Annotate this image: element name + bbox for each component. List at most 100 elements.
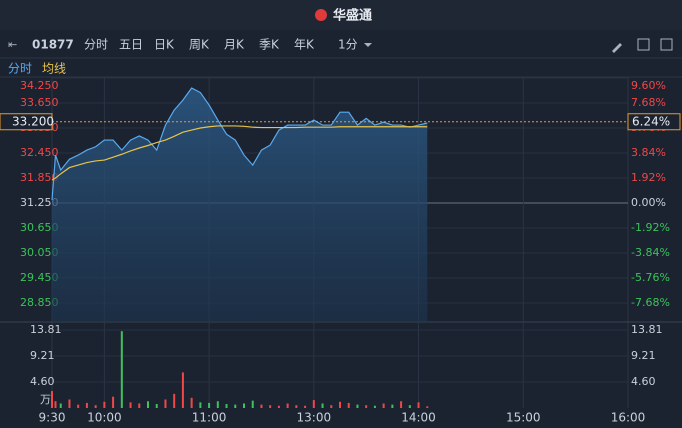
- tab[interactable]: 日K: [154, 38, 175, 52]
- volume-bar: [339, 401, 341, 408]
- volume-bar: [225, 404, 228, 408]
- y-tick-label: 30.650: [20, 221, 59, 234]
- brand: 华盛通: [333, 8, 372, 24]
- y-tick-label: 33.650: [20, 96, 59, 109]
- header-bar: [0, 0, 682, 30]
- dropdown-icon[interactable]: [364, 43, 372, 47]
- logo: [315, 9, 327, 21]
- volume-bar: [391, 404, 394, 408]
- y2-tick-label: -5.76%: [631, 271, 670, 284]
- x-tick-label: 16:00: [611, 411, 646, 425]
- tab[interactable]: 分时: [84, 38, 108, 52]
- volume-bar: [129, 402, 132, 408]
- avg-line: [51, 125, 428, 181]
- volume-bar: [216, 401, 219, 408]
- volume-bar: [181, 372, 184, 408]
- toolbar: [0, 30, 682, 58]
- volume-bar: [312, 400, 315, 408]
- volume-bar: [417, 402, 420, 408]
- volume-bar: [400, 401, 403, 408]
- x-tick-label: 9:30: [39, 411, 66, 425]
- y-tick-label: 31.850: [20, 171, 59, 184]
- tab[interactable]: 年K: [294, 38, 315, 52]
- volume-bar: [138, 403, 141, 408]
- volume-bar: [190, 397, 193, 408]
- y2-tick-label: 7.68%: [631, 96, 666, 109]
- y-tick-label: 32.450: [20, 146, 59, 159]
- legend-entry: 均线: [42, 62, 66, 76]
- volume-bar: [199, 402, 202, 408]
- volume-bar: [382, 403, 385, 408]
- back-icon[interactable]: ⇤: [8, 38, 17, 51]
- tab[interactable]: 五日: [119, 38, 143, 52]
- expand-icon[interactable]: [637, 38, 650, 51]
- volume-bar: [251, 400, 254, 408]
- y2-tick-label: -7.68%: [631, 296, 670, 309]
- volume-bar: [103, 401, 106, 408]
- volume-bar: [295, 405, 298, 408]
- volume-bar: [321, 403, 324, 408]
- volume-bar: [243, 403, 245, 408]
- y-tick-label: 34.250: [20, 79, 59, 92]
- fullscreen-icon[interactable]: [660, 38, 673, 51]
- volume-bar: [173, 393, 176, 408]
- volume-bar: [347, 402, 350, 408]
- y-tick-label: 29.450: [20, 271, 59, 284]
- volume-bar: [373, 405, 376, 408]
- vol-tick-label: 9.21: [30, 349, 55, 362]
- volume-bar: [85, 402, 88, 408]
- current-price-label: 33.200: [12, 114, 54, 128]
- vol-tick-label: 13.81: [30, 323, 62, 336]
- x-tick-label: 14:00: [401, 411, 436, 425]
- y-tick-label: 31.250: [20, 196, 59, 209]
- volume-bar: [408, 405, 411, 408]
- x-tick-label: 15:00: [506, 411, 541, 425]
- volume-bar: [269, 405, 272, 408]
- price-area: [52, 88, 428, 322]
- volume-bar: [155, 404, 158, 408]
- volume-bar: [286, 403, 289, 408]
- volume-bar: [330, 405, 333, 408]
- volume-bar: [426, 406, 429, 408]
- y2-tick-label: -1.92%: [631, 221, 670, 234]
- volume-bar: [68, 399, 71, 408]
- volume-bar: [277, 405, 280, 408]
- y-tick-label: 28.850: [20, 296, 59, 309]
- y2-tick-label: 0.00%: [631, 196, 666, 209]
- price-line: [51, 87, 428, 201]
- volume-bar: [77, 404, 80, 408]
- y-tick-label: 30.050: [20, 246, 59, 259]
- legend-entry: 分时: [8, 62, 32, 76]
- tab[interactable]: 月K: [224, 38, 245, 52]
- volume-bar: [356, 404, 359, 408]
- current-change-box: [627, 113, 681, 131]
- x-tick-label: 11:00: [192, 411, 227, 425]
- current-change-label: 6.24%: [632, 114, 670, 128]
- volume-bar: [365, 405, 368, 408]
- stock-code: 01877: [32, 38, 74, 52]
- y2-tick-label: 9.60%: [631, 79, 666, 92]
- volume-bar: [208, 402, 211, 408]
- volume-bar: [260, 404, 263, 408]
- vol-tick-label: 4.60: [30, 375, 55, 388]
- volume-bar: [304, 405, 307, 408]
- volume-bar: [164, 399, 167, 408]
- volume-bar: [112, 396, 115, 408]
- edit-icon[interactable]: [612, 43, 622, 53]
- x-tick-label: 10:00: [87, 411, 122, 425]
- y2-tick-label: 3.84%: [631, 146, 666, 159]
- current-price-box: [0, 113, 53, 131]
- vol-unit: 万: [40, 393, 51, 406]
- vol-tick-label-right: 9.21: [631, 349, 656, 362]
- volume-bar: [51, 391, 53, 408]
- vol-tick-label-right: 13.81: [631, 323, 663, 336]
- volume-bar: [234, 404, 237, 408]
- interval[interactable]: 1分: [338, 38, 358, 52]
- tab[interactable]: 周K: [189, 38, 210, 52]
- volume-bar: [54, 401, 57, 408]
- volume-bar: [147, 401, 149, 408]
- tab[interactable]: 季K: [259, 38, 280, 52]
- y2-tick-label: -3.84%: [631, 246, 670, 259]
